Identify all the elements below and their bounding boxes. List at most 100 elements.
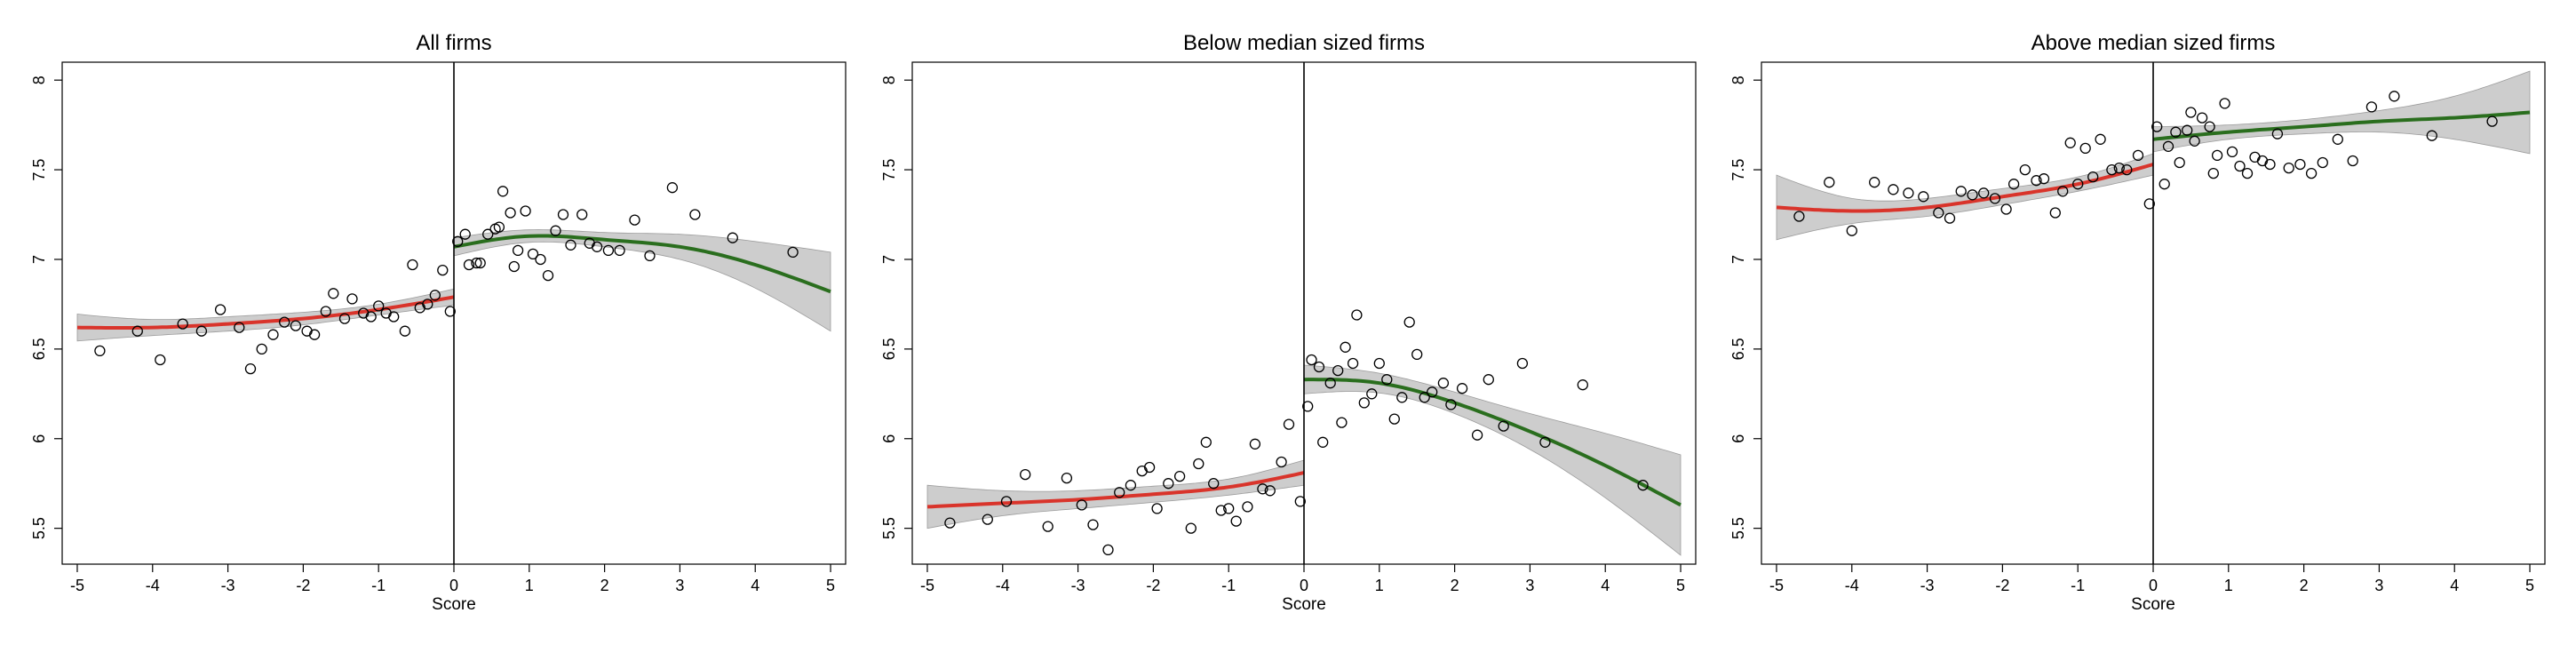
data-point (2332, 133, 2343, 145)
data-point (2271, 128, 2284, 139)
data-point (2151, 121, 2163, 132)
data-point (1824, 177, 1835, 188)
data-point (2132, 149, 2144, 162)
data-point (1340, 341, 1351, 353)
data-point (463, 259, 475, 271)
x-tick-label: 3 (1525, 577, 1534, 594)
data-point (2226, 146, 2238, 158)
x-tick-label: -3 (1920, 577, 1935, 594)
data-point (508, 260, 520, 273)
data-point (2159, 179, 2170, 190)
data-point (1437, 378, 1450, 389)
data-point (787, 246, 799, 259)
x-tick-label: 2 (1451, 577, 1459, 594)
data-point (644, 250, 656, 262)
x-tick-label: 4 (1601, 577, 1610, 594)
data-point (1257, 483, 1268, 495)
data-point (1283, 418, 1295, 430)
data-point (2185, 107, 2197, 118)
x-tick-label: -2 (1995, 577, 2009, 594)
data-point (234, 322, 245, 333)
data-point (2204, 121, 2215, 132)
data-point (195, 325, 208, 337)
data-point (2196, 112, 2208, 123)
data-point (1200, 436, 1212, 448)
data-point (131, 325, 143, 337)
data-point (1102, 544, 1114, 556)
data-point (565, 239, 576, 251)
data-point (1336, 417, 1348, 428)
x-axis-label: Score (1282, 595, 1326, 614)
data-point (452, 235, 464, 247)
data-point (1347, 357, 1359, 370)
y-tick-label: 7 (880, 255, 898, 264)
x-tick-label: 5 (2525, 577, 2534, 594)
data-point (614, 244, 625, 257)
data-point (256, 343, 267, 355)
x-tick-label: 5 (1676, 577, 1685, 594)
y-tick-label: 5.5 (30, 517, 48, 539)
data-point (1846, 225, 1857, 236)
y-tick-label: 8 (880, 76, 898, 84)
data-point (557, 209, 569, 220)
data-point (244, 362, 257, 375)
fit-line-right (453, 234, 831, 294)
data-point (2264, 158, 2276, 171)
x-tick-label: 2 (600, 577, 609, 594)
x-tick-label: 3 (675, 577, 684, 594)
data-point (373, 300, 385, 312)
data-point (308, 329, 321, 340)
data-point (155, 354, 166, 366)
y-tick-label: 6 (880, 434, 898, 443)
panel-1: All firms -5 -4 -3 -2 -1 0 1 2 3 4 5 5.5 6 6.5 7 7.5 8 Sco… (30, 31, 847, 614)
data-point (2211, 149, 2223, 162)
ci-band-right (453, 229, 831, 332)
x-tick-label: -1 (1221, 577, 1236, 594)
data-point (2057, 186, 2069, 197)
ci-band-right (1303, 364, 1682, 556)
data-point (338, 313, 351, 324)
data-point (2234, 160, 2246, 172)
data-point (2038, 173, 2050, 185)
data-point (2219, 98, 2230, 109)
y-tick-label: 6.5 (30, 338, 48, 360)
x-tick-label: -5 (70, 577, 84, 594)
panel-3: Above median sized firms -5 -4 -3 -2 -1 0 1 2 3 4 5… (1729, 31, 2546, 614)
data-point (1242, 501, 1253, 513)
data-point (1403, 316, 1415, 328)
data-point (2317, 156, 2328, 169)
data-point (1306, 354, 1317, 366)
x-tick-label: 0 (1300, 577, 1308, 594)
data-point (727, 232, 738, 243)
data-point (1396, 392, 1408, 403)
data-point (1173, 470, 1186, 482)
data-point (1516, 357, 1529, 370)
data-point (1978, 187, 1990, 199)
data-point (2008, 179, 2020, 190)
y-tick-label: 6.5 (1729, 338, 1747, 360)
data-point (1185, 522, 1197, 534)
y-tick-label: 6.5 (880, 338, 898, 360)
data-point (1143, 461, 1156, 474)
x-tick-label: 0 (449, 577, 458, 594)
data-point (1332, 364, 1344, 377)
data-point (1577, 379, 1588, 391)
data-point (689, 209, 701, 220)
panel-title: All firms (416, 31, 491, 55)
data-point (444, 306, 456, 317)
x-tick-label: -5 (1769, 577, 1784, 594)
data-point (1793, 211, 1805, 222)
data-point (2189, 135, 2200, 147)
panel-title: Above median sized firms (2031, 31, 2276, 55)
data-point (2106, 163, 2118, 176)
data-point (1276, 456, 1287, 468)
x-tick-label: 1 (1375, 577, 1384, 594)
data-point (214, 304, 227, 315)
panel-2: Below median sized firms -5 -4 -3 -2 -1 0 1 2 3 4 5… (880, 31, 1697, 614)
data-point (471, 257, 482, 269)
data-point (982, 514, 993, 525)
x-tick-label: -4 (996, 577, 1010, 594)
data-point (1445, 399, 1457, 410)
data-point (474, 257, 486, 269)
